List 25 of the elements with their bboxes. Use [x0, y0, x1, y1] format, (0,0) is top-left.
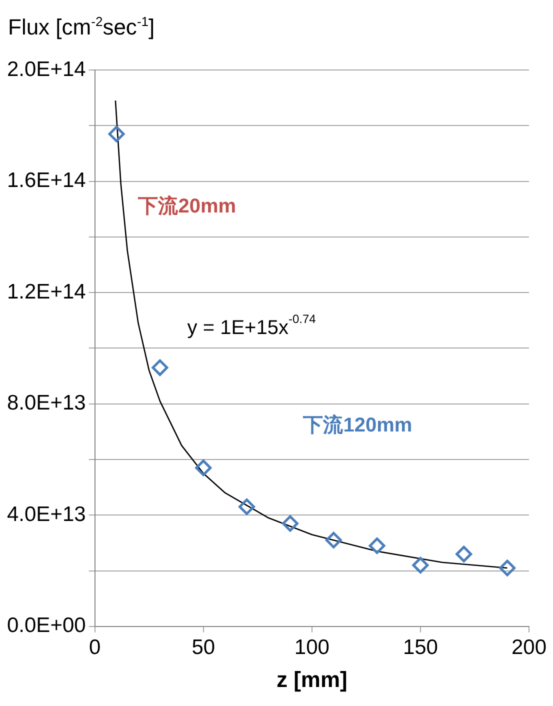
point: [499, 560, 516, 576]
point: [368, 537, 386, 554]
annotation: 下流20mm: [137, 194, 236, 218]
y-axis-title: Flux [cm$^{-2}$sec$^{-1}$]: [8, 14, 155, 40]
point: [195, 460, 212, 476]
y-tick-label: 1.6E+14: [6, 169, 86, 192]
point: [456, 546, 472, 562]
x-tick-label: 50: [192, 636, 216, 659]
point: [238, 498, 256, 516]
y-tick-label: 8.0E+13: [6, 392, 86, 415]
y-tick-label: 2.0E+14: [6, 58, 86, 81]
x-tick-label: 200: [511, 636, 547, 659]
point: [108, 126, 125, 142]
point: [282, 515, 298, 532]
x-tick-label: 150: [402, 636, 438, 659]
point: [325, 532, 342, 548]
y-tick-label: 4.0E+13: [6, 502, 86, 526]
y-tick-label: 0.0E+00: [6, 614, 86, 638]
x-tick-label: 0: [88, 636, 101, 659]
x-axis-title: z [mm]: [276, 666, 348, 692]
point: [412, 556, 429, 574]
y-tick-label: 1.2E+14: [6, 280, 86, 304]
annotation: 下流120mm: [302, 414, 412, 437]
x-tick-label: 100: [294, 636, 330, 659]
point: [152, 359, 168, 376]
